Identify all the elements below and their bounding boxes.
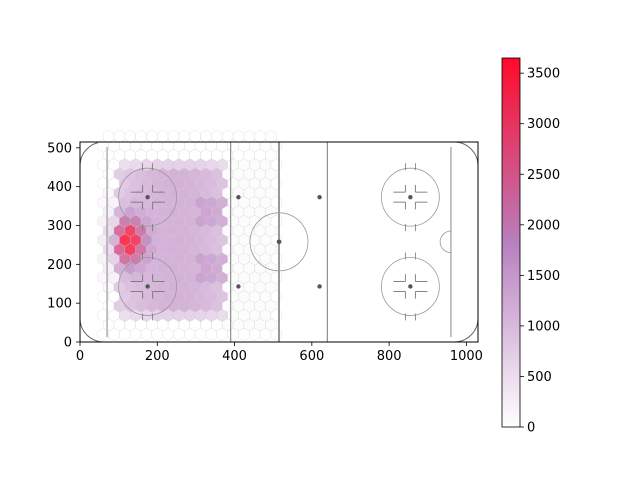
plot-axes-frame xyxy=(79,141,479,343)
y-tick-label-5: 500 xyxy=(47,141,72,156)
faceoff-circle-3 xyxy=(380,257,440,316)
goal-crease xyxy=(439,230,451,254)
faceoff-circle-2 xyxy=(380,167,440,227)
neutral-dot-3 xyxy=(317,284,322,289)
hex-cell-362 xyxy=(265,129,277,143)
neutral-dot-0 xyxy=(236,194,241,200)
center-dot xyxy=(276,239,282,245)
faceoff-circle-0 xyxy=(118,167,178,227)
faceoff-dot-2 xyxy=(408,194,413,200)
y-tick-label-2: 200 xyxy=(47,258,72,273)
colorbar-tick-label-6: 3000 xyxy=(527,117,560,132)
y-axis: 0 100 200 300 400 500 xyxy=(47,141,80,351)
colorbar-tick-label-0: 0 xyxy=(527,421,535,436)
y-tick-label-3: 300 xyxy=(47,219,72,234)
x-tick-label-3: 600 xyxy=(299,349,324,364)
y-tick-label-0: 0 xyxy=(64,336,72,351)
colorbar-tick-label-4: 2000 xyxy=(527,218,560,233)
colorbar-gradient xyxy=(501,57,521,428)
neutral-dot-2 xyxy=(317,194,322,200)
hexbin-cells xyxy=(97,129,282,341)
center-circle xyxy=(249,212,309,272)
x-axis: 0 200 400 600 800 1000 xyxy=(76,342,483,364)
faceoff-dot-0 xyxy=(145,194,150,200)
faceoff-dot-1 xyxy=(145,284,150,289)
y-tick-label-1: 100 xyxy=(47,297,72,312)
neutral-dot-1 xyxy=(236,284,241,289)
hockey-rink-markings xyxy=(106,142,452,342)
x-tick-label-4: 800 xyxy=(377,349,402,364)
faceoff-circle-1 xyxy=(118,257,178,316)
colorbar-tick-label-2: 1000 xyxy=(527,319,560,334)
faceoff-dot-3 xyxy=(408,284,413,289)
colorbar-tick-label-5: 2500 xyxy=(527,168,560,183)
x-tick-label-1: 200 xyxy=(145,349,170,364)
x-tick-label-2: 400 xyxy=(222,349,247,364)
colorbar-tick-label-1: 500 xyxy=(527,370,552,385)
colorbar: 0 500 1000 1500 2000 2500 3000 3500 xyxy=(501,57,560,436)
colorbar-tick-label-3: 1500 xyxy=(527,269,560,284)
y-tick-label-4: 400 xyxy=(47,180,72,195)
x-tick-label-0: 0 xyxy=(76,349,84,364)
colorbar-tick-label-7: 3500 xyxy=(527,67,560,82)
x-tick-label-5: 1000 xyxy=(450,349,483,364)
